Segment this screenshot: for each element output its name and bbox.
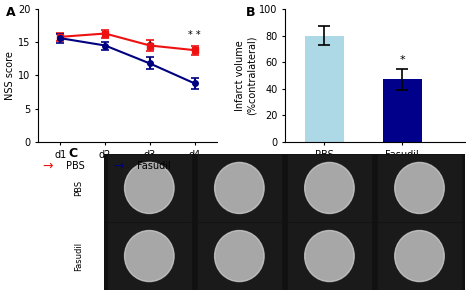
Bar bbox=[305, 36, 344, 142]
Bar bbox=[198, 223, 281, 289]
Text: →: → bbox=[113, 159, 124, 172]
Ellipse shape bbox=[305, 231, 354, 281]
Ellipse shape bbox=[395, 231, 444, 281]
Text: Fasudil: Fasudil bbox=[73, 242, 82, 271]
Text: * *: * * bbox=[189, 30, 201, 40]
Ellipse shape bbox=[125, 163, 174, 213]
Bar bbox=[108, 155, 191, 221]
Text: Fasudil: Fasudil bbox=[137, 161, 171, 171]
Bar bbox=[288, 155, 371, 221]
Ellipse shape bbox=[215, 231, 264, 281]
Ellipse shape bbox=[215, 163, 264, 213]
Text: B: B bbox=[246, 6, 255, 19]
Text: *: * bbox=[400, 55, 405, 65]
Bar bbox=[378, 155, 461, 221]
Bar bbox=[378, 223, 461, 289]
Text: A: A bbox=[6, 6, 15, 19]
Text: *: * bbox=[147, 41, 152, 51]
Ellipse shape bbox=[395, 163, 444, 213]
Ellipse shape bbox=[305, 163, 354, 213]
Text: PBS: PBS bbox=[66, 161, 85, 171]
Bar bbox=[383, 79, 422, 142]
Bar bbox=[198, 155, 281, 221]
Text: →: → bbox=[42, 159, 53, 172]
Ellipse shape bbox=[125, 231, 174, 281]
Y-axis label: Infarct volume
(%contralateral): Infarct volume (%contralateral) bbox=[235, 36, 256, 115]
Bar bbox=[288, 223, 371, 289]
Y-axis label: NSS score: NSS score bbox=[5, 51, 15, 100]
Text: C: C bbox=[68, 147, 77, 160]
Bar bbox=[108, 223, 191, 289]
Text: PBS: PBS bbox=[73, 180, 82, 196]
